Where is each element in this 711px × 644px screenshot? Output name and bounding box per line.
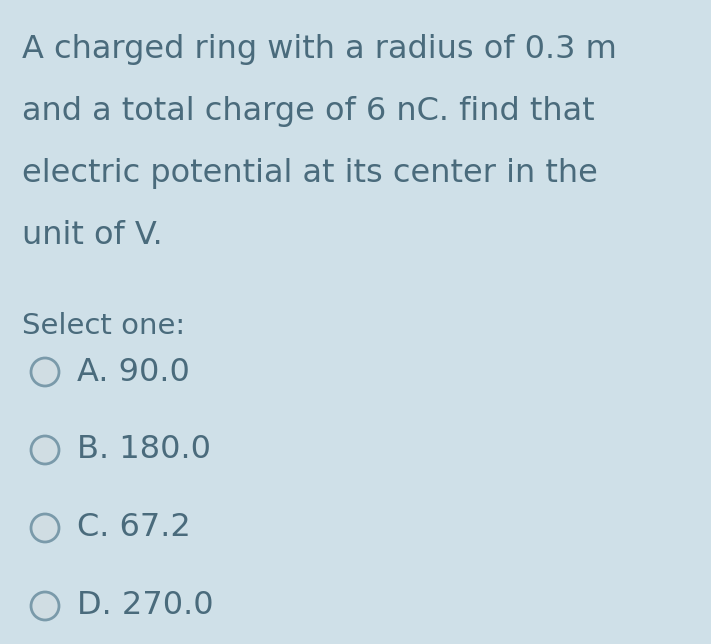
Text: unit of V.: unit of V. (22, 220, 163, 251)
Circle shape (31, 358, 59, 386)
Text: electric potential at its center in the: electric potential at its center in the (22, 158, 598, 189)
Text: C. 67.2: C. 67.2 (77, 513, 191, 544)
Text: A charged ring with a radius of 0.3 m: A charged ring with a radius of 0.3 m (22, 34, 617, 65)
Circle shape (31, 436, 59, 464)
Text: and a total charge of 6 nC. find that: and a total charge of 6 nC. find that (22, 96, 594, 127)
Text: A. 90.0: A. 90.0 (77, 357, 190, 388)
Text: D. 270.0: D. 270.0 (77, 591, 213, 621)
Text: B. 180.0: B. 180.0 (77, 435, 211, 466)
Circle shape (31, 514, 59, 542)
Text: Select one:: Select one: (22, 312, 185, 340)
Circle shape (31, 592, 59, 620)
